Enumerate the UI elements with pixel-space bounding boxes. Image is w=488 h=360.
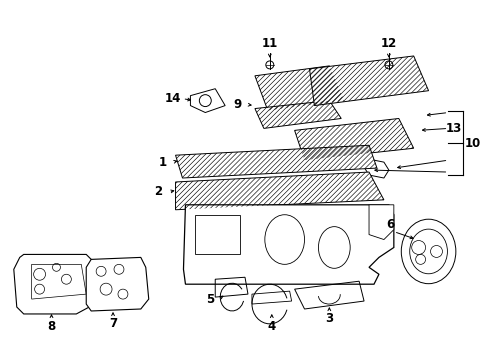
Text: 1: 1 xyxy=(158,156,166,168)
Text: 6: 6 xyxy=(386,218,394,231)
Text: 5: 5 xyxy=(206,293,214,306)
Text: 12: 12 xyxy=(380,37,396,50)
Text: 2: 2 xyxy=(154,185,163,198)
Polygon shape xyxy=(368,205,393,239)
Polygon shape xyxy=(254,66,344,111)
Polygon shape xyxy=(309,56,427,105)
Polygon shape xyxy=(14,255,96,314)
Text: 8: 8 xyxy=(47,320,56,333)
Text: 7: 7 xyxy=(109,318,117,330)
Polygon shape xyxy=(86,257,148,311)
Text: 13: 13 xyxy=(445,122,461,135)
Text: 4: 4 xyxy=(267,320,275,333)
Polygon shape xyxy=(183,205,393,284)
Polygon shape xyxy=(254,100,341,129)
Text: 10: 10 xyxy=(464,137,480,150)
Text: 9: 9 xyxy=(232,98,241,111)
Text: 11: 11 xyxy=(261,37,277,50)
Polygon shape xyxy=(294,118,413,160)
Text: 3: 3 xyxy=(325,312,333,325)
Polygon shape xyxy=(175,145,376,178)
Polygon shape xyxy=(175,172,383,210)
Text: 14: 14 xyxy=(164,92,181,105)
